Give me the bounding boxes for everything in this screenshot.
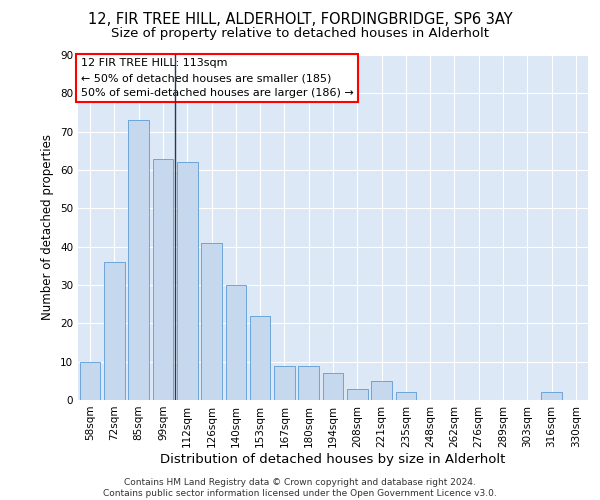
Bar: [274, 366, 295, 400]
Bar: [298, 366, 319, 400]
Text: Size of property relative to detached houses in Alderholt: Size of property relative to detached ho…: [111, 28, 489, 40]
Bar: [250, 316, 271, 400]
Bar: [226, 285, 246, 400]
Bar: [541, 392, 562, 400]
Text: Contains HM Land Registry data © Crown copyright and database right 2024.
Contai: Contains HM Land Registry data © Crown c…: [103, 478, 497, 498]
Bar: [201, 243, 222, 400]
Bar: [80, 362, 100, 400]
Y-axis label: Number of detached properties: Number of detached properties: [41, 134, 55, 320]
Bar: [371, 381, 392, 400]
Bar: [395, 392, 416, 400]
Bar: [323, 373, 343, 400]
Bar: [104, 262, 125, 400]
Text: 12, FIR TREE HILL, ALDERHOLT, FORDINGBRIDGE, SP6 3AY: 12, FIR TREE HILL, ALDERHOLT, FORDINGBRI…: [88, 12, 512, 28]
Bar: [347, 388, 368, 400]
Text: 12 FIR TREE HILL: 113sqm
← 50% of detached houses are smaller (185)
50% of semi-: 12 FIR TREE HILL: 113sqm ← 50% of detach…: [80, 58, 353, 98]
X-axis label: Distribution of detached houses by size in Alderholt: Distribution of detached houses by size …: [160, 452, 506, 466]
Bar: [152, 158, 173, 400]
Bar: [128, 120, 149, 400]
Bar: [177, 162, 197, 400]
